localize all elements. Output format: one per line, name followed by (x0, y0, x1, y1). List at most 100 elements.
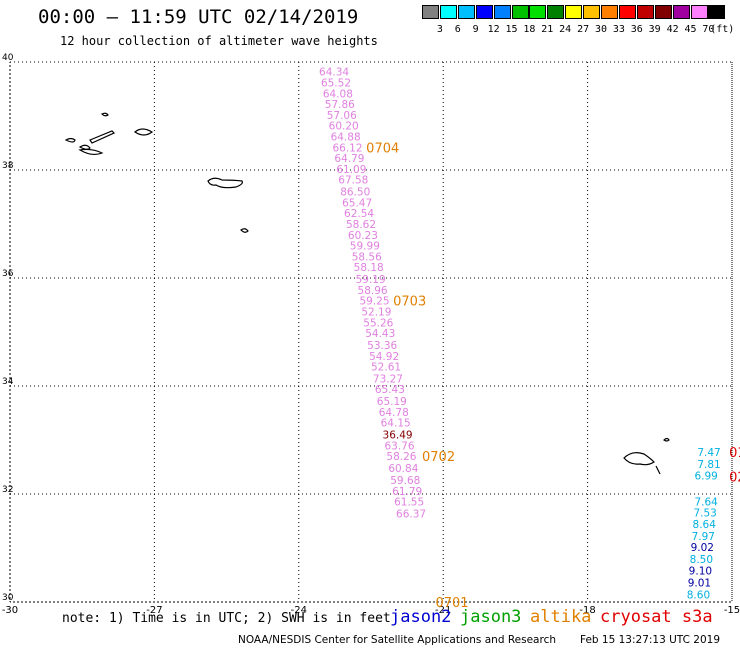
wave-height-label: 58.56 (352, 251, 382, 263)
credit-text: NOAA/NESDIS Center for Satellite Applica… (238, 634, 556, 646)
wave-height-label: 65.47 (342, 197, 372, 209)
scale-label: 9 (472, 24, 479, 35)
scale-swatch (439, 5, 457, 19)
wave-height-label: 63.76 (384, 440, 414, 452)
scale-swatch (547, 5, 565, 19)
scale-label: 24 (559, 24, 572, 35)
scale-unit: (ft) (710, 24, 735, 35)
scale-label: 36 (630, 24, 643, 35)
island-sao-miguel (207, 177, 243, 189)
island-flores (64, 137, 76, 143)
wave-height-label: 58.26 (386, 451, 416, 463)
wave-height-label: 8.60 (687, 589, 710, 601)
coastlines (64, 112, 670, 475)
map-grid: -30 -27 -24 -21 -18 -15 40 38 36 34 32 30 (2, 53, 740, 616)
satellite-legend-item: jason3 (460, 607, 522, 627)
wave-height-label: 61.79 (392, 486, 422, 498)
wave-height-label: 7.97 (692, 531, 715, 543)
scale-swatch (565, 5, 583, 19)
wave-height-label: 52.19 (361, 306, 391, 318)
island-santa-maria (240, 228, 249, 233)
wave-height-label: 59.68 (390, 475, 420, 487)
y-tick-label: 36 (2, 269, 14, 279)
x-tick-label: -18 (579, 605, 595, 616)
scale-label: 33 (612, 24, 625, 35)
map-title: 00:00 — 11:59 UTC 02/14/2019 (38, 6, 359, 28)
island-porto-santo (663, 437, 670, 442)
y-tick-label: 40 (2, 53, 14, 63)
scale-swatch (708, 5, 726, 19)
scale-label: 30 (594, 24, 608, 35)
wave-height-label: 52.61 (371, 362, 401, 374)
scale-label: 21 (541, 24, 554, 35)
wave-height-label: 9.02 (691, 542, 714, 554)
wave-height-label: 66.37 (396, 508, 426, 520)
scale-swatch (475, 5, 493, 19)
wave-height-label: 58.18 (354, 262, 384, 274)
timestamp-text: Feb 15 13:27:13 UTC 2019 (580, 634, 720, 646)
pass-time-label: 02 (729, 471, 740, 486)
wave-height-label: 60.23 (348, 230, 378, 242)
island-sao-jorge (89, 130, 116, 144)
wave-height-label: 36.49 (383, 430, 413, 442)
pass-time-label: 0701 (435, 596, 468, 611)
x-tick-label: -21 (435, 605, 451, 616)
scale-label: 70 (702, 24, 715, 35)
wave-height-tracks: 64.3465.5264.0857.8657.0660.2064.8866.12… (319, 67, 721, 602)
wave-height-label: 54.92 (369, 351, 399, 363)
wave-height-label: 64.34 (319, 67, 349, 79)
scale-swatch (690, 5, 708, 19)
scale-swatch (583, 5, 601, 19)
pass-time-label: 0702 (422, 450, 455, 465)
scale-label: 15 (505, 24, 518, 35)
pass-time-label: 0704 (366, 141, 399, 156)
x-tick-label: -24 (291, 605, 307, 616)
pass-time-label: 01 (729, 446, 740, 461)
wave-height-label: 60.20 (329, 121, 359, 133)
y-tick-label: 30 (2, 593, 14, 603)
map-subtitle: 12 hour collection of altimeter wave hei… (60, 34, 378, 48)
x-tick-label: -15 (724, 605, 740, 616)
scale-swatch (457, 5, 475, 19)
scale-swatch (601, 5, 618, 19)
scale-label: 18 (523, 24, 536, 35)
wave-height-label: 64.15 (381, 418, 411, 430)
x-tick-label: -27 (146, 605, 162, 616)
wave-height-label: 73.27 (373, 373, 403, 385)
wave-height-label: 55.26 (363, 317, 393, 329)
wave-height-label: 59.25 (359, 296, 389, 308)
y-tick-label: 34 (2, 377, 14, 387)
wave-height-label: 9.01 (688, 578, 711, 590)
wave-height-label: 61.09 (336, 164, 366, 176)
island-desertas (655, 465, 661, 475)
wave-height-label: 66.12 (332, 142, 362, 154)
wave-height-label: 65.43 (375, 384, 405, 396)
wave-height-label: 64.78 (379, 407, 409, 419)
map-frame (9, 61, 733, 603)
wave-height-label: 67.58 (338, 175, 368, 187)
scale-label: 12 (487, 24, 500, 35)
wave-height-label: 65.19 (377, 396, 407, 408)
scale-label: 3 (436, 24, 443, 35)
island-madeira (623, 452, 655, 466)
wave-height-label: 60.84 (388, 463, 418, 475)
pass-labels: 0704 0703 0702 0701 01 02 (366, 141, 740, 611)
wave-height-label: 58.96 (358, 285, 388, 297)
note-text: note: 1) Time is in UTC; 2) SWH is in fe… (62, 611, 391, 626)
wave-height-label: 7.47 (697, 447, 720, 459)
wave-height-label: 54.43 (365, 328, 395, 340)
wave-height-label: 57.86 (325, 99, 355, 111)
island-islet (100, 112, 109, 117)
wave-height-label: 64.88 (331, 132, 361, 144)
wave-height-label: 61.55 (394, 497, 424, 509)
scale-swatch (511, 5, 529, 19)
wave-height-label: 64.79 (334, 153, 364, 165)
wave-height-label: 62.54 (344, 208, 374, 220)
scale-label: 39 (648, 24, 661, 35)
scale-swatch (654, 5, 672, 19)
wave-height-label: 86.50 (340, 187, 370, 199)
wave-height-label: 9.10 (689, 566, 712, 578)
wave-height-label: 57.06 (327, 110, 357, 122)
satellite-legend-item: jason2 (390, 607, 452, 627)
